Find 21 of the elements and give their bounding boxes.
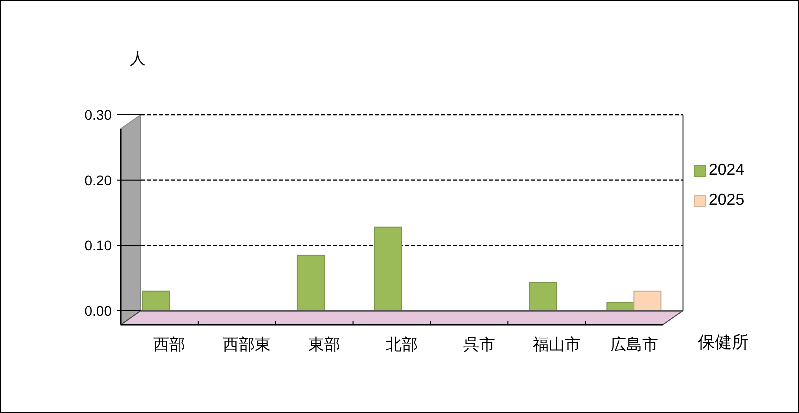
x-axis-title: 保健所 bbox=[698, 332, 749, 354]
bar bbox=[529, 282, 558, 311]
bar bbox=[374, 226, 402, 311]
y-tick-label: 0.20 bbox=[84, 172, 112, 188]
y-tick-label: 0.10 bbox=[84, 238, 112, 254]
legend-label: 2025 bbox=[709, 192, 745, 210]
bar bbox=[296, 254, 325, 311]
y-tick-label: 0.30 bbox=[84, 106, 112, 123]
x-tick-label: 西部 bbox=[154, 336, 186, 354]
y-tick-label: 0.00 bbox=[84, 302, 112, 319]
x-tick-label: 福山市 bbox=[532, 336, 581, 354]
bar bbox=[142, 290, 170, 311]
x-tick-label: 東部 bbox=[308, 336, 341, 354]
x-tick-label: 呉市 bbox=[463, 336, 496, 354]
x-tick-label: 西部東 bbox=[223, 336, 272, 354]
legend-label: 2024 bbox=[709, 162, 745, 180]
bar bbox=[606, 302, 635, 311]
bar bbox=[634, 290, 662, 311]
y-axis-title: 人 bbox=[130, 50, 146, 70]
x-tick-label: 北部 bbox=[386, 336, 418, 354]
x-tick-label: 広島市 bbox=[610, 336, 658, 354]
